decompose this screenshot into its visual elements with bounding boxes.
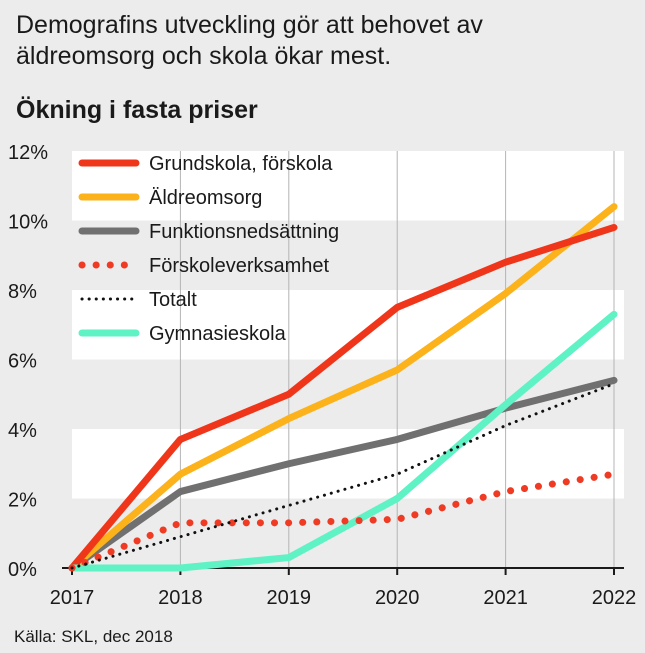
series-line-5 [68, 310, 618, 572]
chart-headline: Demografins utveckling gör att behovet a… [16, 11, 483, 70]
source-note: Källa: SKL, dec 2018 [14, 627, 173, 646]
x-tick-label: 2020 [375, 587, 420, 609]
legend-label: Äldreomsorg [149, 187, 262, 209]
legend-label: Funktionsnedsättning [149, 221, 339, 243]
legend-label: Gymnasieskola [149, 323, 287, 345]
series-line-4 [70, 382, 616, 570]
x-tick-label: 2022 [592, 587, 637, 609]
series-line-3 [68, 470, 618, 572]
x-tick-label: 2021 [483, 587, 528, 609]
grid-band [72, 151, 624, 221]
legend-label: Grundskola, förskola [149, 153, 333, 175]
x-tick-label: 2018 [158, 587, 203, 609]
x-tick-label: 2019 [267, 587, 312, 609]
y-tick-label: 2% [8, 490, 37, 512]
legend-label: Förskoleverksamhet [149, 255, 330, 277]
y-tick-label: 4% [8, 420, 37, 442]
chart-subtitle: Ökning i fasta priser [16, 96, 258, 124]
series-line-2 [68, 376, 618, 572]
y-tick-label: 0% [8, 559, 37, 581]
series-line-1 [68, 203, 618, 572]
y-tick-label: 8% [8, 281, 37, 303]
y-tick-label: 12% [8, 142, 48, 164]
y-tick-label: 10% [8, 212, 48, 234]
series-line-0 [68, 223, 618, 572]
x-tick-label: 2017 [50, 587, 95, 609]
legend-label: Totalt [149, 289, 197, 311]
y-tick-label: 6% [8, 351, 37, 373]
